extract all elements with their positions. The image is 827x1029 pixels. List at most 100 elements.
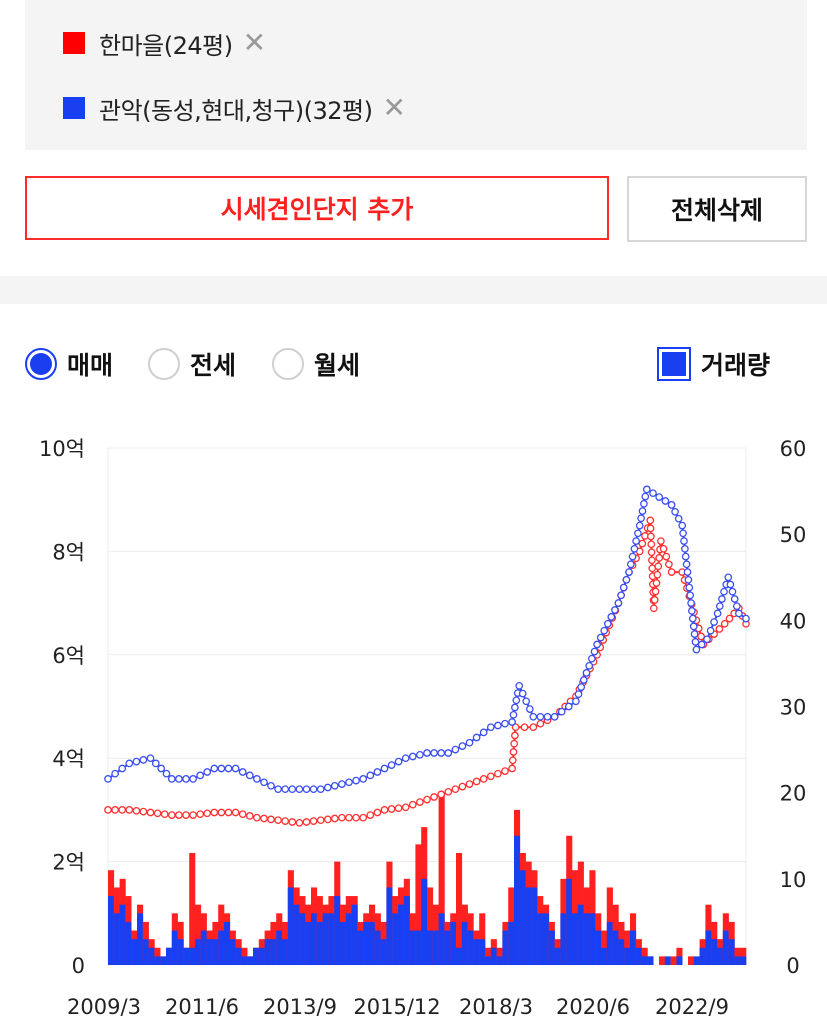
volume-bar-blue — [142, 939, 149, 965]
volume-bar-blue — [699, 947, 706, 965]
volume-bar-blue — [137, 913, 144, 965]
blue-price-point — [577, 683, 586, 691]
compare-item-label: 관악(동성,현대,청구)(32평) — [99, 96, 373, 125]
red-price-point — [359, 813, 368, 822]
blue-price-point — [572, 697, 580, 706]
radio-sale[interactable]: 매매 — [25, 344, 113, 384]
volume-bar-blue — [519, 870, 526, 965]
blue-price-point — [622, 575, 631, 584]
red-price-point — [647, 548, 656, 557]
red-price-point — [529, 723, 538, 732]
red-price-point — [153, 809, 162, 818]
volume-bar-blue — [166, 947, 173, 965]
blue-price-point — [511, 703, 519, 712]
volume-bar-blue — [276, 930, 283, 965]
blue-price-point — [550, 712, 559, 721]
blue-price-point — [590, 647, 599, 656]
volume-toggle-label: 거래량 — [701, 351, 771, 380]
volume-bar-blue — [380, 939, 387, 965]
blue-price-point — [330, 781, 339, 790]
blue-price-point — [585, 661, 594, 670]
y-right-tick: 40 — [780, 609, 807, 633]
x-tick: 2013/9 — [263, 995, 337, 1019]
volume-bar-blue — [374, 930, 381, 965]
volume-bar-blue — [543, 913, 550, 965]
blue-price-point — [508, 718, 516, 726]
checkbox-checked-icon[interactable] — [657, 347, 691, 381]
red-price-point — [323, 815, 332, 824]
blue-price-point — [628, 552, 637, 561]
blue-price-point — [635, 521, 644, 530]
blue-price-point — [619, 583, 628, 592]
blue-price-point — [674, 514, 683, 523]
volume-bar-blue — [566, 878, 573, 965]
red-price-point — [649, 604, 658, 613]
red-price-point — [451, 785, 460, 794]
red-price-point — [309, 817, 318, 825]
add-compare-button[interactable]: 시세견인단지 추가 — [25, 176, 609, 240]
y-right-tick: 50 — [780, 523, 807, 547]
volume-bar-blue — [711, 939, 718, 965]
radio-selected-icon[interactable] — [25, 348, 57, 380]
blue-price-point — [587, 654, 596, 663]
red-price-point — [267, 815, 275, 824]
blue-price-point — [690, 630, 699, 638]
close-icon[interactable]: ✕ — [242, 26, 267, 59]
blue-price-point — [104, 775, 112, 783]
volume-bar-blue — [554, 947, 561, 965]
radio-jeonse[interactable]: 전세 — [148, 344, 236, 384]
blue-price-point — [366, 771, 375, 780]
volume-bar-blue — [444, 930, 451, 965]
red-price-point — [667, 568, 676, 576]
volume-bar-blue — [583, 913, 590, 965]
delete-all-button[interactable]: 전체삭제 — [627, 176, 807, 242]
blue-price-point — [706, 626, 715, 635]
blue-price-point — [661, 497, 670, 505]
volume-bar-blue — [572, 913, 579, 965]
blue-price-point — [231, 764, 240, 773]
blue-price-point — [139, 756, 148, 764]
red-price-point — [720, 619, 729, 628]
blue-price-point — [245, 771, 254, 780]
volume-bar-blue — [200, 930, 207, 965]
radio-monthly-rent[interactable]: 월세 — [272, 344, 360, 384]
blue-price-point — [536, 712, 545, 721]
red-price-point — [330, 814, 339, 823]
volume-bar-blue — [264, 939, 271, 965]
x-tick: 2018/3 — [459, 995, 533, 1019]
blue-price-point — [182, 775, 190, 783]
close-icon[interactable]: ✕ — [382, 91, 406, 124]
volume-bar-blue — [363, 921, 370, 965]
volume-bar-blue — [148, 947, 155, 965]
red-price-point — [196, 810, 205, 819]
blue-price-point — [394, 757, 403, 766]
blue-price-point — [458, 742, 467, 750]
blue-price-point — [603, 619, 612, 628]
volume-bar-blue — [154, 956, 161, 965]
volume-bar-blue — [595, 930, 602, 965]
volume-bar-red — [670, 956, 677, 965]
volume-toggle[interactable]: 거래량 — [657, 346, 770, 382]
volume-bar-blue — [548, 930, 555, 965]
red-price-point — [352, 813, 360, 822]
blue-price-point — [689, 622, 698, 631]
red-price-point — [653, 570, 662, 579]
radio-unselected-icon[interactable] — [148, 348, 180, 380]
volume-bar-blue — [664, 956, 671, 965]
blue-price-point — [649, 489, 657, 498]
red-price-point — [437, 790, 446, 799]
blue-price-point — [630, 544, 639, 553]
y-right-tick: 60 — [780, 437, 807, 461]
volume-bar-blue — [601, 947, 608, 965]
blue-price-point — [118, 764, 127, 773]
blue-price-point — [715, 602, 724, 611]
red-price-point — [479, 775, 488, 783]
blue-price-point — [430, 749, 438, 757]
compare-item-2: 관악(동성,현대,청구)(32평) ✕ — [63, 91, 406, 125]
radio-unselected-icon[interactable] — [272, 348, 304, 380]
red-price-point — [647, 532, 655, 541]
blue-price-point — [316, 785, 325, 794]
red-price-point — [408, 800, 417, 809]
volume-bar-blue — [641, 956, 648, 965]
blue-price-point — [720, 587, 728, 596]
